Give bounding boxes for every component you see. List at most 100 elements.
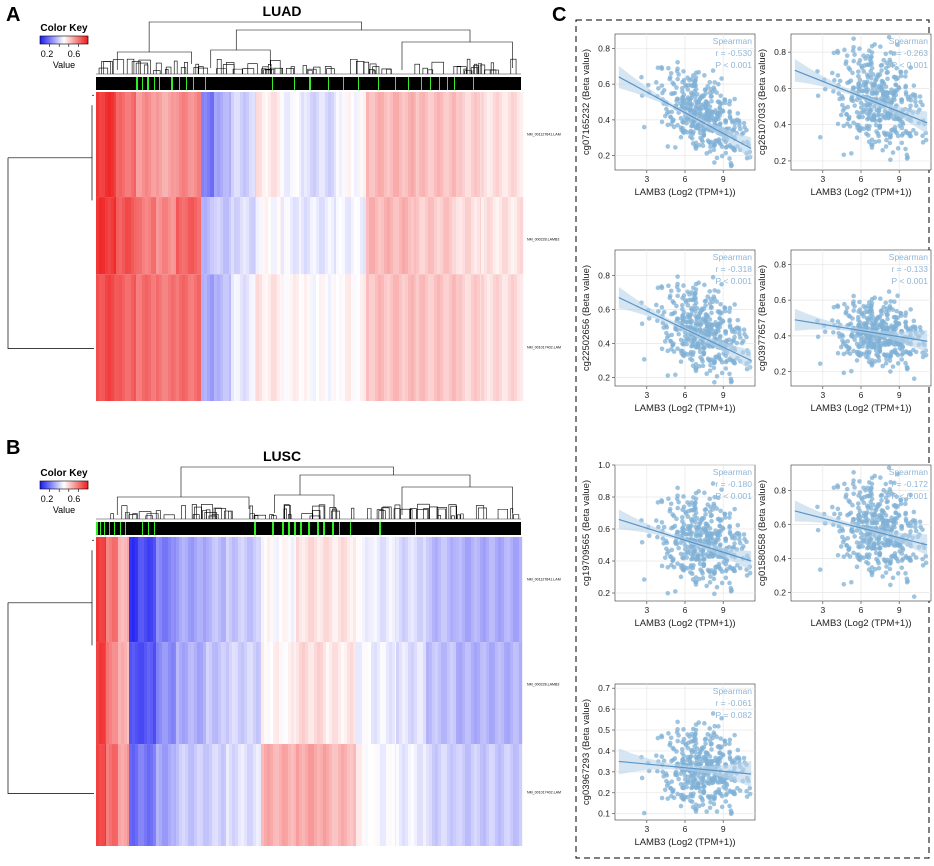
heatmap-cell — [148, 197, 152, 275]
heatmap-cell — [510, 537, 514, 643]
data-point — [877, 123, 883, 129]
heatmap-cell — [396, 197, 400, 275]
data-point — [892, 124, 898, 130]
data-point — [685, 75, 690, 81]
heatmap-cell — [456, 537, 460, 643]
heatmap-cell — [102, 537, 106, 643]
data-point — [890, 364, 896, 369]
data-point — [680, 295, 685, 301]
sample-marker — [272, 77, 273, 90]
heatmap-cell — [426, 642, 430, 745]
data-point — [883, 321, 889, 327]
data-point — [850, 85, 856, 90]
heatmap-cell — [477, 537, 481, 643]
data-point — [697, 130, 703, 136]
data-point — [713, 539, 719, 545]
heatmap-cell — [507, 744, 511, 846]
heatmap-cell — [419, 197, 423, 275]
data-point — [877, 343, 883, 349]
data-point — [839, 526, 845, 531]
heatmap-cell — [505, 92, 509, 198]
heatmap-cell — [375, 197, 379, 275]
data-point — [829, 70, 835, 76]
data-point — [883, 361, 889, 366]
heatmap-cell — [168, 537, 172, 643]
data-point — [716, 352, 722, 357]
data-point — [709, 117, 715, 123]
dendrogram-leaf — [269, 514, 274, 519]
heatmap-cell — [108, 197, 112, 275]
heatmap-cell — [495, 642, 499, 745]
data-point — [723, 786, 729, 791]
data-point — [727, 101, 732, 107]
heatmap-cell — [301, 197, 305, 275]
dendrogram-leaf — [263, 69, 272, 74]
y-axis-label: cg19709565 (Beta value) — [581, 480, 592, 586]
heatmap-cell — [501, 744, 505, 846]
heatmap-cell — [259, 92, 263, 198]
dendrogram-leaf — [270, 60, 281, 74]
heatmap-cell — [336, 197, 340, 275]
data-point — [704, 151, 709, 156]
data-point — [698, 567, 703, 572]
heatmap-cell — [96, 744, 100, 846]
heatmap-cell — [366, 197, 370, 275]
data-point — [835, 319, 841, 324]
data-point — [701, 788, 707, 794]
data-point — [920, 133, 925, 139]
heatmap-cell — [437, 197, 441, 275]
data-point — [851, 478, 856, 483]
data-point — [899, 551, 905, 556]
data-point — [874, 352, 879, 357]
heatmap-cell — [329, 744, 333, 846]
heatmap-cell — [377, 537, 381, 643]
data-point — [712, 80, 717, 85]
sample-marker — [323, 522, 325, 535]
heatmap-cell — [99, 744, 103, 846]
heatmap-cell — [250, 642, 254, 745]
stats-label: P < 0.001 — [892, 60, 929, 70]
color-key-cell — [65, 36, 67, 44]
sample-marker — [343, 77, 344, 90]
heatmap-cell — [459, 642, 463, 745]
color-key-cell — [67, 36, 69, 44]
data-point — [700, 548, 705, 554]
row-label: NM_001017402.LAM — [527, 790, 561, 794]
heatmap-cell — [159, 642, 163, 745]
heatmap-cell — [399, 537, 403, 643]
data-point — [879, 68, 884, 73]
data-point — [884, 522, 889, 528]
heatmap-cell — [301, 274, 305, 401]
data-point — [676, 776, 681, 782]
heatmap-cell — [408, 744, 412, 846]
heatmap-cell — [489, 642, 493, 745]
data-point — [655, 500, 661, 505]
data-point — [698, 794, 703, 800]
data-point — [714, 155, 720, 161]
heatmap-cell — [416, 274, 420, 401]
dendrogram-leaf — [513, 514, 520, 519]
heatmap-cell — [162, 537, 166, 643]
data-point — [639, 74, 644, 80]
data-point — [712, 141, 718, 146]
sample-marker — [454, 77, 455, 90]
data-point — [870, 84, 876, 90]
data-point — [864, 309, 870, 315]
heatmap-cell — [480, 537, 484, 643]
color-key-cell — [68, 481, 70, 489]
data-point — [717, 105, 722, 111]
data-point — [702, 317, 708, 322]
y-axis-label: cg03967293 (Beta value) — [581, 699, 592, 805]
dendrogram-leaf — [332, 508, 338, 519]
heatmap-cell — [111, 92, 115, 198]
heatmap-cell — [240, 197, 244, 275]
stats-label: P < 0.001 — [892, 276, 929, 286]
data-point — [872, 533, 877, 538]
heatmap-cell — [249, 197, 253, 275]
heatmap-cell — [447, 642, 451, 745]
data-point — [876, 358, 882, 363]
data-point — [693, 70, 699, 76]
data-point — [867, 305, 873, 311]
heatmap-cell — [182, 197, 186, 275]
data-point — [666, 65, 671, 71]
